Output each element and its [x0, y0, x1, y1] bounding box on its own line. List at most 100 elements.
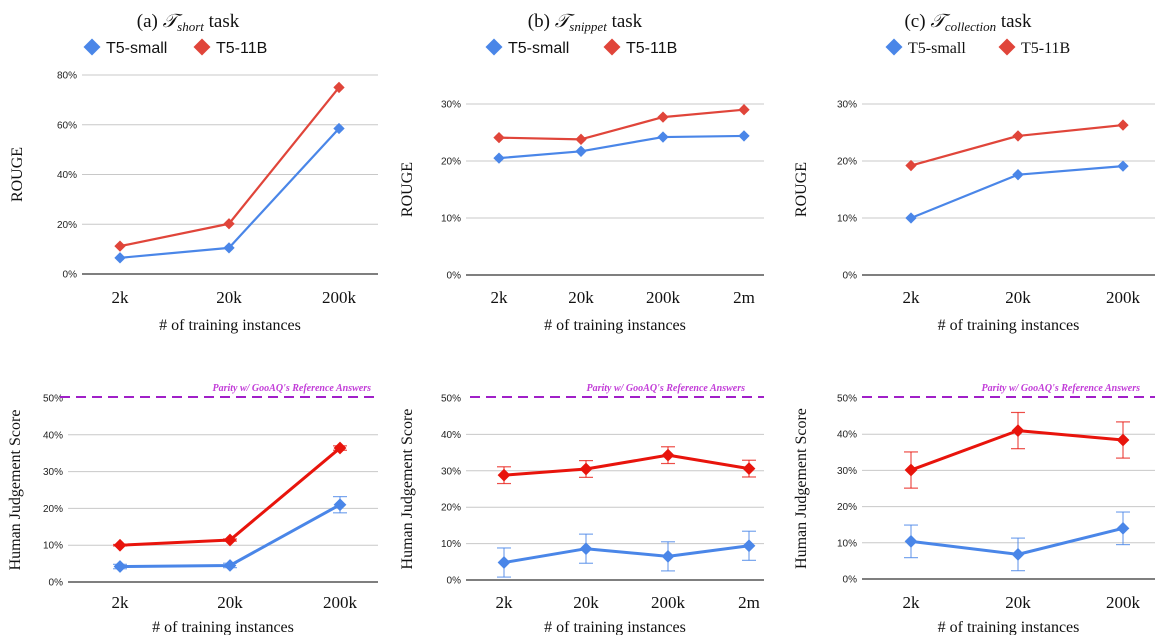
- legend-label: T5-small: [908, 40, 966, 57]
- y-tick-label: 0%: [49, 578, 64, 589]
- legend-label: T5-11B: [216, 40, 267, 57]
- x-axis-label: # of training instances: [152, 619, 294, 635]
- x-tick-label: 200k: [646, 288, 681, 307]
- x-axis-label: # of training instances: [544, 317, 686, 334]
- x-tick-label: 20k: [568, 288, 594, 307]
- x-tick-label: 200k: [651, 593, 686, 612]
- x-tick-label: 20k: [1005, 288, 1031, 307]
- y-tick-label: 10%: [441, 539, 461, 550]
- x-tick-label: 200k: [322, 288, 357, 307]
- y-tick-label: 30%: [837, 100, 857, 111]
- parity-label: Parity w/ GooAQ's Reference Answers: [981, 383, 1140, 394]
- legend-label: T5-11B: [626, 40, 677, 57]
- y-axis-label: Human Judgement Score: [399, 409, 416, 570]
- series-line: [503, 453, 750, 477]
- data-point: [1117, 119, 1129, 131]
- y-tick-label: 0%: [843, 271, 858, 282]
- data-point: [742, 462, 756, 475]
- y-tick-label: 40%: [43, 430, 63, 441]
- data-point: [114, 240, 126, 252]
- data-point: [657, 131, 669, 143]
- y-axis-label: Human Judgement Score: [7, 410, 24, 571]
- data-point: [579, 542, 593, 556]
- y-tick-label: 50%: [43, 394, 63, 405]
- data-point: [493, 152, 505, 164]
- legend-marker: [485, 38, 503, 56]
- data-point: [661, 448, 675, 462]
- charts: 0% 20% 40% 60% 80% 2k 20k 200k # of training ins…: [7, 38, 1155, 635]
- data-point: [1012, 130, 1024, 142]
- data-point: [333, 498, 347, 512]
- series-line: [910, 429, 1124, 472]
- y-axis-label: ROUGE: [399, 162, 416, 217]
- data-point: [113, 560, 127, 573]
- data-point: [1117, 160, 1129, 172]
- x-axis-label: # of training instances: [159, 317, 301, 334]
- y-tick-label: 50%: [837, 394, 857, 405]
- data-point: [223, 559, 237, 572]
- y-axis-label: ROUGE: [9, 147, 26, 202]
- data-point: [575, 133, 587, 145]
- y-tick-label: 30%: [441, 466, 461, 477]
- y-tick-label: 0%: [843, 575, 858, 586]
- chart-c-rouge: 0% 10% 20% 30% 2k 20k 200k # of training instan…: [793, 38, 1155, 334]
- series-line: [498, 134, 745, 160]
- legend-label: T5-small: [508, 40, 569, 57]
- y-tick-label: 20%: [43, 504, 63, 515]
- x-tick-label: 20k: [573, 593, 599, 612]
- legend-marker: [603, 38, 621, 56]
- x-tick-label: 2k: [491, 288, 509, 307]
- series-line: [498, 108, 745, 141]
- y-tick-label: 10%: [837, 538, 857, 549]
- data-point: [1011, 424, 1025, 437]
- data-point: [497, 468, 511, 482]
- y-tick-label: 10%: [441, 214, 461, 225]
- x-tick-label: 2k: [112, 593, 130, 612]
- y-axis-label: Human Judgement Score: [793, 408, 810, 569]
- panel-title: (b) 𝒯snippet task: [528, 11, 643, 34]
- x-tick-label: 2m: [738, 593, 760, 612]
- y-tick-label: 30%: [43, 467, 63, 478]
- y-tick-label: 60%: [57, 120, 77, 131]
- legend-marker: [998, 38, 1016, 56]
- y-tick-label: 80%: [57, 71, 77, 82]
- x-tick-label: 2k: [112, 288, 130, 307]
- y-tick-label: 10%: [837, 214, 857, 225]
- y-tick-label: 30%: [441, 100, 461, 111]
- data-point: [1012, 169, 1024, 181]
- y-tick-label: 20%: [837, 157, 857, 168]
- data-point: [113, 538, 127, 552]
- x-tick-label: 20k: [1005, 593, 1031, 612]
- legend-marker: [885, 38, 903, 56]
- y-tick-label: 0%: [447, 271, 462, 282]
- data-point: [742, 539, 756, 553]
- y-tick-label: 20%: [441, 157, 461, 168]
- data-point: [1116, 433, 1130, 447]
- parity-label: Parity w/ GooAQ's Reference Answers: [586, 383, 745, 394]
- y-tick-label: 0%: [63, 270, 78, 281]
- data-point: [905, 212, 917, 224]
- data-point: [905, 159, 917, 172]
- y-tick-label: 40%: [441, 430, 461, 441]
- x-tick-label: 2m: [733, 288, 755, 307]
- chart-a-rouge: 0% 20% 40% 60% 80% 2k 20k 200k # of training ins…: [9, 38, 378, 334]
- data-point: [738, 104, 750, 116]
- x-tick-label: 2k: [903, 288, 921, 307]
- data-point: [497, 556, 511, 569]
- y-tick-label: 0%: [447, 576, 462, 587]
- y-tick-label: 50%: [441, 394, 461, 405]
- chart-b-rouge: 0% 10% 20% 30% 2k 20k 200k 2m # of training inst…: [399, 38, 764, 334]
- data-point: [114, 252, 126, 264]
- y-tick-label: 40%: [57, 170, 77, 181]
- series-line: [119, 446, 341, 547]
- chart-a-human: 0% 10% 20% 30% 40% 50% Parity w/ GooAQ's Refer…: [7, 383, 378, 635]
- series-line: [503, 544, 750, 565]
- y-tick-label: 20%: [837, 502, 857, 513]
- y-tick-label: 20%: [57, 220, 77, 231]
- data-point: [493, 131, 505, 144]
- series-line: [910, 123, 1124, 167]
- x-tick-label: 20k: [217, 593, 243, 612]
- x-axis-label: # of training instances: [938, 619, 1080, 635]
- y-tick-label: 30%: [837, 466, 857, 477]
